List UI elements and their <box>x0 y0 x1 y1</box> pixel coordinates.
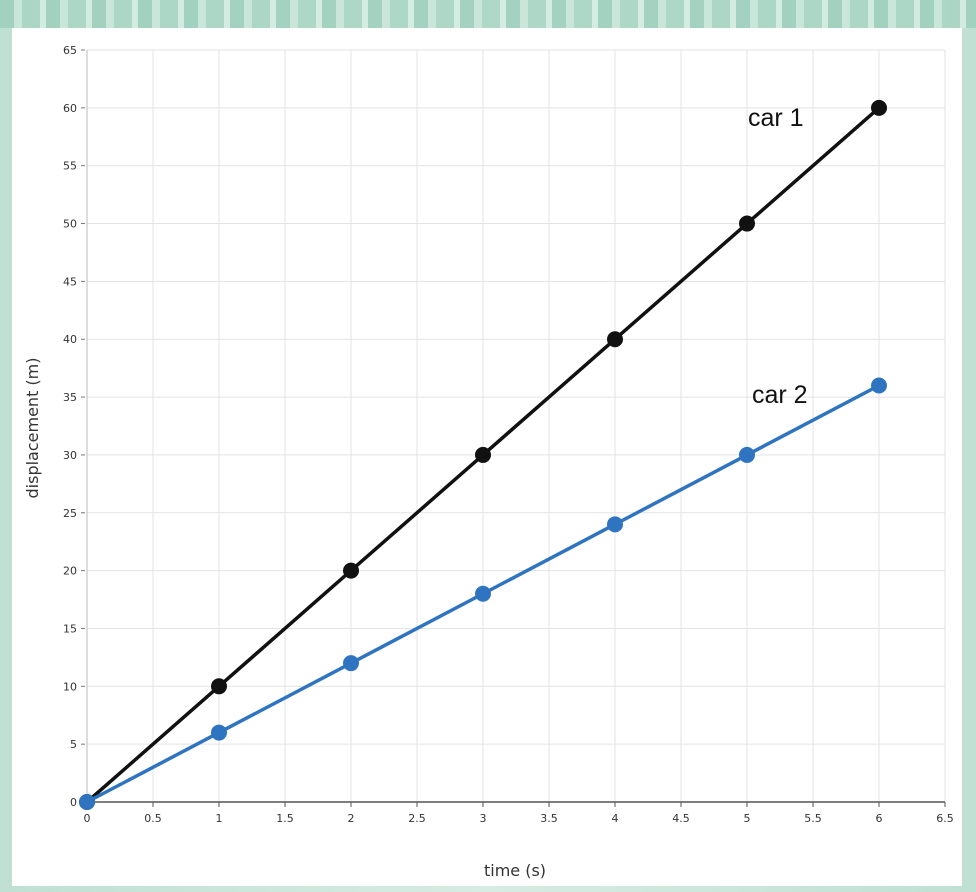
x-tick-label: 6 <box>876 812 883 825</box>
y-tick-label: 45 <box>63 275 77 288</box>
y-tick-label: 30 <box>63 449 77 462</box>
data-point-car-2 <box>475 585 491 602</box>
data-point-car-2 <box>211 724 227 741</box>
axes <box>81 49 946 807</box>
data-point-car-2 <box>739 446 755 463</box>
y-axis-title: displacement (m) <box>23 358 42 499</box>
x-tick-label: 2 <box>348 812 355 825</box>
data-point-car-2 <box>871 377 887 394</box>
x-tick-label: 1.5 <box>276 812 294 825</box>
x-tick-label: 6.5 <box>936 812 954 825</box>
y-tick-label: 50 <box>63 218 77 231</box>
series-label-car-2: car 2 <box>752 381 808 409</box>
y-tick-label: 15 <box>63 622 77 635</box>
y-tick-label: 40 <box>63 333 77 346</box>
y-tick-label: 35 <box>63 391 77 404</box>
labels-layer: 0 0.5 1 1.5 2 2.5 3 3.5 4 4.5 5 5.5 6 6.5 0 5 10 15 20 25 30… <box>63 44 954 825</box>
x-tick-label: 3 <box>480 812 487 825</box>
data-point-car-1 <box>211 678 227 695</box>
data-point-car-1 <box>871 99 887 116</box>
y-tick-label: 0 <box>70 796 77 809</box>
y-tick-label: 25 <box>63 507 77 520</box>
x-tick-label: 1 <box>216 812 223 825</box>
data-point-car-1 <box>739 215 755 232</box>
y-tick-label: 65 <box>63 44 77 57</box>
y-tick-label: 60 <box>63 102 77 115</box>
y-tick-label: 10 <box>63 680 77 693</box>
data-point-car-2 <box>343 655 359 672</box>
y-tick-label: 20 <box>63 565 77 578</box>
x-axis-title: time (s) <box>484 861 546 880</box>
data-point-car-1 <box>607 331 623 348</box>
y-tick-label: 55 <box>63 160 77 173</box>
data-point-car-1 <box>475 446 491 463</box>
x-tick-label: 4.5 <box>672 812 690 825</box>
data-point-car-2 <box>607 516 623 533</box>
x-tick-label: 5 <box>744 812 751 825</box>
x-tick-label: 4 <box>612 812 619 825</box>
y-tick-label: 5 <box>70 738 77 751</box>
x-tick-label: 0.5 <box>144 812 162 825</box>
data-point-car-1 <box>343 562 359 579</box>
series-layer <box>79 99 887 810</box>
x-tick-label: 0 <box>84 812 91 825</box>
grid <box>86 49 946 803</box>
x-tick-label: 2.5 <box>408 812 426 825</box>
x-tick-label: 3.5 <box>540 812 558 825</box>
x-tick-label: 5.5 <box>804 812 822 825</box>
data-point-car-2 <box>79 794 95 810</box>
series-label-car-1: car 1 <box>748 104 804 132</box>
top-decorative-stripe <box>0 0 976 28</box>
